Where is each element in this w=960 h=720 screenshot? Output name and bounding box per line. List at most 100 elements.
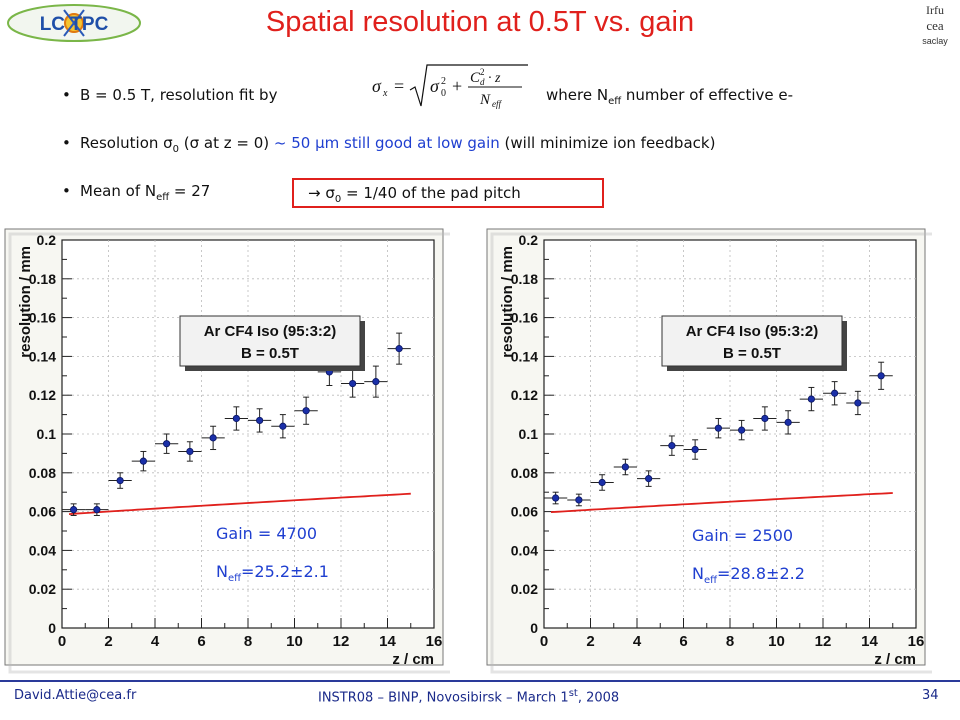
chart-0-ytick-label-2: 0.04 [29, 542, 56, 558]
chart-0-ylabel: resolution / mm [17, 246, 34, 358]
chart-1-xtick-label-7: 14 [861, 633, 878, 650]
neff-annotation-left-b: =25.2±2.1 [241, 562, 329, 581]
formula-num-rest: · z [488, 71, 501, 86]
chart-0-xlabel: z / cm [392, 651, 434, 668]
chart-0-marker-9 [279, 422, 287, 430]
bullet-resolution: • Resolution σ0 (σ at z = 0) ~ 50 μm stil… [62, 134, 716, 155]
chart-0-point-14 [387, 332, 411, 365]
chart-0-ytick-label-8: 0.16 [29, 310, 56, 326]
chart-1-point-1 [567, 493, 591, 507]
chart-1-point-4 [637, 470, 661, 487]
neff-annotation-left-sub: eff [227, 573, 242, 585]
chart-1-legend-line1: Ar CF4 Iso (95:3:2) [686, 323, 819, 340]
chart-1-ytick-label-0: 0 [530, 620, 538, 636]
slide-title: Spatial resolution at 0.5T vs. gain [265, 6, 695, 38]
footer-divider [0, 680, 960, 682]
chart-1-ytick-label-8: 0.16 [511, 310, 538, 326]
chart-0-xtick-label-7: 14 [379, 633, 396, 650]
chart-1-point-9 [753, 406, 777, 431]
formula-s0-sub: 0 [441, 88, 446, 99]
chart-1-ytick-label-10: 0.2 [519, 232, 539, 248]
chart-0-point-0 [62, 503, 86, 516]
chart-1-ytick-label-6: 0.12 [511, 387, 538, 403]
chart-0-xtick-label-1: 2 [104, 633, 112, 650]
chart-0-ytick-label-10: 0.2 [37, 232, 57, 248]
chart-1-point-2 [590, 474, 614, 491]
resolution-text-sub: 0 [172, 144, 180, 155]
chart-0-xtick-label-4: 8 [244, 633, 252, 650]
bullet-field: • B = 0.5 T, resolution fit by [62, 86, 278, 104]
neff-annotation-left-a: N [216, 562, 228, 581]
chart-1-xlabel: z / cm [874, 651, 916, 668]
neff-annotation-right: Neff=28.8±2.2 [692, 564, 805, 586]
formula-num-c: C [470, 70, 481, 86]
neff-definition-a: where N [546, 86, 609, 104]
chart-0-legend-box [179, 315, 361, 367]
chart-1-panel-shadow [490, 232, 932, 674]
chart-0-point-3 [131, 450, 155, 472]
neff-annotation-right-b: =28.8±2.2 [717, 564, 805, 583]
chart-0-xtick-label-0: 0 [58, 633, 66, 650]
chart-1-marker-2 [598, 478, 606, 487]
bullet-mean-neff: • Mean of Neff = 27 [62, 182, 211, 203]
chart-1-ytick-label-5: 0.1 [519, 426, 539, 442]
neff-annotation-right-sub: eff [703, 575, 718, 587]
chart-1-xtick-label-6: 12 [815, 633, 832, 650]
chart-0-xtick-label-8: 16 [426, 633, 443, 650]
neff-definition-sub: eff [608, 96, 622, 107]
chart-1-xtick-label-0: 0 [540, 633, 548, 650]
chart-1-marker-8 [738, 426, 746, 434]
chart-1-fit-curve [550, 492, 893, 513]
formula-s0: σ [430, 76, 440, 96]
chart-0-marker-5 [186, 447, 194, 456]
chart-0-marker-8 [256, 416, 264, 425]
chart-0-marker-14 [395, 345, 403, 353]
chart-0-marker-6 [209, 434, 217, 442]
chart-1-xtick-label-1: 2 [586, 633, 594, 650]
pad-pitch-b: = 1/40 of the pad pitch [341, 184, 521, 202]
irfu-logo-line1: Irfu [926, 3, 944, 17]
chart-1-point-0 [544, 491, 568, 505]
chart-0-ytick-label-0: 0 [48, 620, 56, 636]
formula-den: N [479, 92, 491, 108]
chart-1-marker-0 [552, 494, 560, 502]
formula-lhs: σ [372, 76, 382, 96]
chart-1-point-6 [683, 439, 707, 460]
pad-pitch-a: → σ [308, 184, 335, 202]
irfu-logo-line2: cea [926, 18, 944, 33]
chart-0-xtick-label-3: 6 [197, 633, 205, 650]
chart-0-xtick-label-5: 10 [286, 633, 303, 650]
chart-1-marker-13 [854, 399, 862, 407]
gain-annotation-left: Gain = 4700 [216, 524, 318, 543]
formula-num-sub: d [480, 77, 485, 87]
chart-1-point-14 [869, 361, 893, 390]
chart-1-point-11 [799, 386, 823, 412]
formula-den-sub: eff [492, 99, 502, 109]
footer-event-a: INSTR08 – BINP, Novosibirsk – March 1 [318, 690, 569, 706]
chart-0-marker-12 [349, 379, 357, 388]
chart-1-point-3 [613, 458, 637, 476]
chart-1-point-12 [823, 381, 847, 406]
chart-1-xtick-label-3: 6 [679, 633, 687, 650]
footer-page-number: 34 [922, 688, 939, 703]
resolution-text-highlight: ~ 50 μm still good at low gain [273, 134, 500, 152]
chart-0-marker-3 [139, 457, 147, 465]
chart-1-point-8 [730, 419, 754, 441]
chart-1-point-10 [776, 410, 800, 435]
chart-1-marker-3 [621, 463, 629, 471]
chart-0-legend-line1: Ar CF4 Iso (95:3:2) [204, 323, 337, 340]
chart-0-point-1 [85, 503, 109, 516]
chart-1-marker-7 [714, 424, 722, 432]
chart-1-marker-5 [668, 442, 676, 450]
footer-email: David.Attie@cea.fr [14, 688, 137, 703]
chart-1-marker-4 [645, 475, 653, 483]
resolution-text-b: (σ at z = 0) [179, 134, 274, 152]
chart-0-point-9 [271, 414, 295, 439]
chart-0-point-2 [108, 472, 132, 489]
chart-1-ytick-label-2: 0.04 [511, 542, 538, 558]
chart-1-point-13 [846, 390, 870, 416]
gain-annotation-right: Gain = 2500 [692, 526, 794, 545]
chart-1-ytick-label-9: 0.18 [511, 271, 538, 287]
resolution-text-a: Resolution σ [80, 134, 173, 152]
lctpc-logo: LC TPC [4, 2, 144, 44]
